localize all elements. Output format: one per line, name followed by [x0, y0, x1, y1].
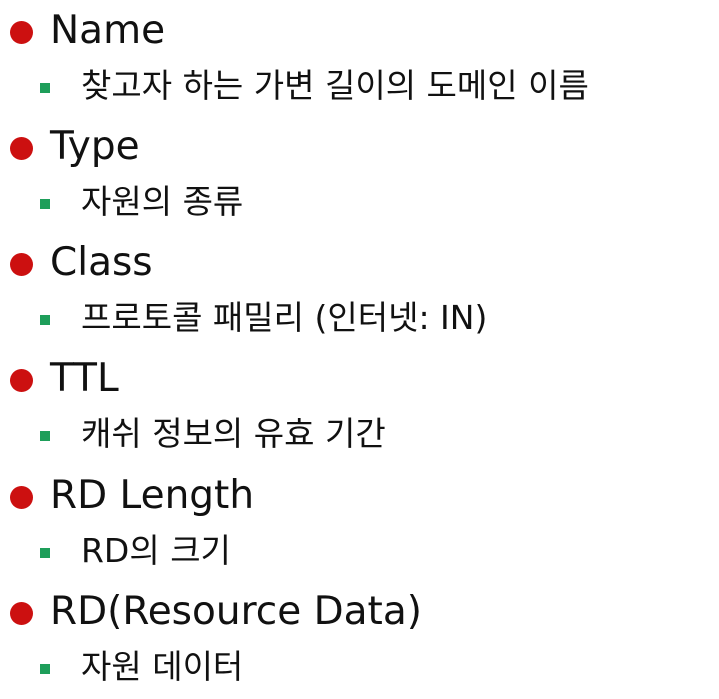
field-description-row: 자원 데이터 [0, 644, 719, 690]
field-description: 찾고자 하는 가변 길이의 도메인 이름 [81, 66, 589, 105]
field-title-row: RD(Resource Data) [0, 587, 719, 637]
field-description-row: 찾고자 하는 가변 길이의 도메인 이름 [0, 63, 719, 109]
red-circle-bullet-icon [10, 253, 33, 276]
field-title-row: Class [0, 238, 719, 288]
field-title: RD Length [50, 473, 255, 518]
red-circle-bullet-icon [10, 602, 33, 625]
field-title-row: TTL [0, 354, 719, 404]
green-square-bullet-icon [40, 548, 50, 558]
field-title-row: Type [0, 122, 719, 172]
field-description: RD의 크기 [81, 531, 231, 570]
field-title: Type [50, 124, 140, 169]
field-description: 자원 데이터 [81, 647, 244, 686]
field-description-row: 자원의 종류 [0, 179, 719, 225]
field-description: 자원의 종류 [81, 182, 244, 221]
red-circle-bullet-icon [10, 137, 33, 160]
field-item-class: Class 프로토콜 패밀리 (인터넷: IN) [0, 232, 719, 348]
field-title: TTL [50, 356, 119, 401]
field-item-rd-resource-data: RD(Resource Data) 자원 데이터 [0, 581, 719, 697]
field-item-name: Name 찾고자 하는 가변 길이의 도메인 이름 [0, 0, 719, 116]
green-square-bullet-icon [40, 83, 50, 93]
field-title-row: RD Length [0, 471, 719, 521]
green-square-bullet-icon [40, 431, 50, 441]
red-circle-bullet-icon [10, 369, 33, 392]
field-description-row: RD의 크기 [0, 528, 719, 574]
green-square-bullet-icon [40, 315, 50, 325]
field-item-ttl: TTL 캐쉬 정보의 유효 기간 [0, 348, 719, 464]
field-title: Name [50, 8, 166, 53]
field-title-row: Name [0, 6, 719, 56]
field-description-row: 캐쉬 정보의 유효 기간 [0, 411, 719, 457]
red-circle-bullet-icon [10, 21, 33, 44]
field-item-type: Type 자원의 종류 [0, 116, 719, 232]
field-title: Class [50, 240, 153, 285]
green-square-bullet-icon [40, 664, 50, 674]
green-square-bullet-icon [40, 199, 50, 209]
field-description: 프로토콜 패밀리 (인터넷: IN) [81, 298, 488, 337]
field-item-rd-length: RD Length RD의 크기 [0, 465, 719, 581]
red-circle-bullet-icon [10, 486, 33, 509]
field-description-row: 프로토콜 패밀리 (인터넷: IN) [0, 295, 719, 341]
field-description: 캐쉬 정보의 유효 기간 [81, 414, 386, 453]
field-title: RD(Resource Data) [50, 589, 422, 634]
